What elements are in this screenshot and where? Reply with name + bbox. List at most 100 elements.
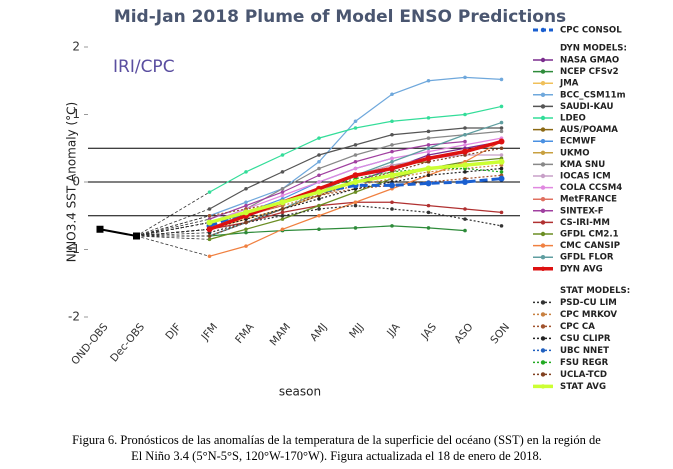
observed-point (96, 225, 104, 233)
point (244, 230, 248, 235)
legend-marker (540, 220, 546, 225)
legend-label: CPC CA (560, 322, 595, 332)
legend-label: CS-IRI-MM (560, 218, 610, 228)
point (244, 200, 248, 205)
point (390, 159, 394, 164)
point (499, 129, 504, 134)
point (463, 126, 467, 130)
point (499, 126, 504, 130)
legend-marker (540, 173, 546, 179)
legend-label: BCC_CSM11m (560, 90, 626, 100)
point (463, 217, 467, 221)
point (207, 213, 212, 218)
legend-marker (540, 27, 546, 33)
legend-label: CPC CONSOL (560, 26, 622, 36)
legend-label: KMA SNU (560, 160, 605, 170)
point (207, 237, 212, 242)
point (280, 227, 285, 232)
legend-marker (540, 336, 546, 341)
legend-label: STAT AVG (560, 382, 606, 392)
legend-heading: DYN MODELS: (560, 44, 627, 54)
point (317, 136, 321, 140)
point (280, 210, 285, 215)
point (317, 203, 321, 208)
x-tick-label: Dec-OBS (108, 321, 147, 364)
x-tick-label: OND-OBS (69, 321, 111, 367)
x-tick-label: JFM (199, 321, 221, 343)
point (280, 170, 285, 174)
point (463, 170, 467, 174)
y-tick-label: -1 (68, 242, 80, 256)
legend-label: FSU REGR (560, 358, 609, 368)
legend-label: SAUDI-KAU (560, 102, 613, 112)
point (463, 207, 467, 211)
legend-marker (540, 348, 546, 353)
point (462, 162, 468, 169)
point (353, 226, 358, 230)
point (390, 200, 394, 205)
point (353, 119, 358, 124)
point (317, 227, 321, 232)
legend-marker (540, 81, 546, 86)
point (499, 166, 504, 171)
x-tick-label: DJF (163, 321, 183, 342)
point (463, 228, 467, 233)
connector (136, 235, 210, 257)
point (426, 226, 431, 230)
point (353, 190, 358, 194)
point (280, 207, 285, 211)
point (317, 166, 321, 171)
legend-marker (540, 312, 546, 317)
series-line (209, 140, 466, 220)
connector (136, 208, 210, 237)
point (352, 172, 359, 179)
point (463, 139, 467, 144)
point (463, 143, 467, 147)
legend-marker (540, 360, 546, 365)
point (353, 203, 358, 208)
point (244, 170, 248, 174)
legend-marker (540, 162, 546, 167)
legend-marker (540, 185, 546, 190)
point (244, 203, 248, 208)
x-tick-label: FMA (233, 321, 257, 346)
series-line (209, 225, 466, 237)
connector (136, 222, 210, 237)
point (317, 153, 321, 157)
legend-marker (540, 384, 546, 389)
point (243, 209, 249, 216)
point (462, 179, 468, 185)
point (390, 207, 394, 211)
y-tick-label: 0 (72, 175, 80, 189)
point (280, 153, 285, 157)
point (499, 224, 504, 228)
legend-label: CMC CANSIP (560, 241, 620, 251)
point (317, 197, 321, 201)
point (390, 143, 394, 147)
point (280, 186, 285, 191)
y-tick-label: -2 (68, 310, 80, 324)
point (425, 165, 432, 172)
point (353, 143, 358, 147)
legend-label: AUS/POAMA (560, 125, 618, 135)
point (426, 129, 431, 134)
legend-label: NCEP CFSv2 (560, 67, 619, 77)
legend-label: ECMWF (560, 137, 596, 147)
legend-marker (540, 69, 546, 74)
point (244, 186, 248, 191)
caption-line: Figura 6. Pronósticos de las anomalías d… (72, 433, 601, 447)
point (390, 156, 394, 161)
point (426, 173, 431, 178)
point (463, 132, 467, 137)
point (426, 143, 431, 147)
point (353, 153, 358, 157)
point (317, 159, 321, 164)
x-tick-label: MJJ (347, 321, 366, 340)
legend-label: NASA GMAO (560, 56, 619, 66)
legend-label: PSD-CU LIM (560, 298, 617, 308)
legend-label: UKMO (560, 148, 590, 158)
chart-title: Mid-Jan 2018 Plume of Model ENSO Predict… (114, 7, 566, 27)
point (207, 190, 212, 194)
chart: Mid-Jan 2018 Plume of Model ENSO Predict… (65, 7, 631, 399)
point (244, 227, 248, 232)
